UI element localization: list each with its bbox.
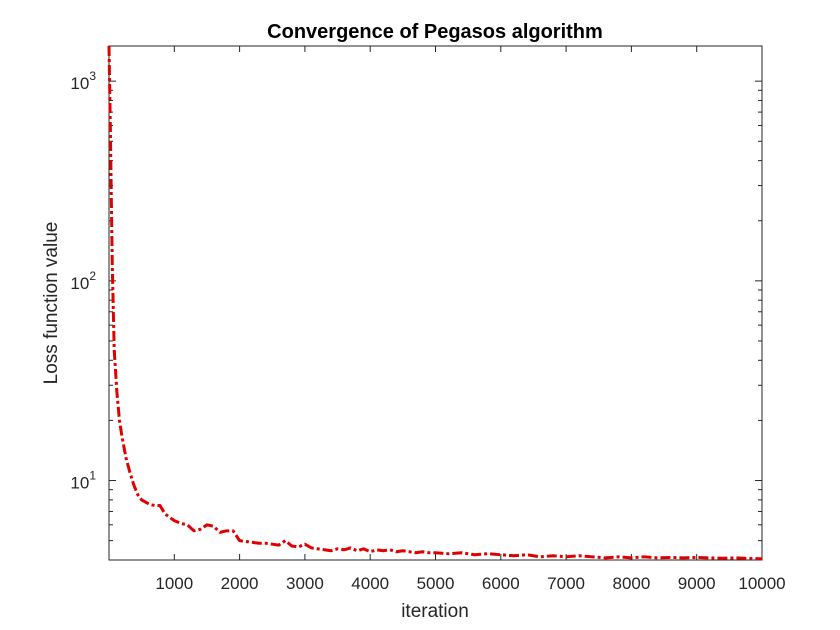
x-tick-label: 3000 [286,574,324,593]
y-tick-label: 102 [70,269,96,293]
y-tick-label: 101 [70,469,96,493]
x-tick-label: 9000 [678,574,716,593]
x-tick-label: 10000 [738,574,785,593]
chart-title: Convergence of Pegasos algorithm [267,21,603,43]
x-tick-label: 5000 [417,574,455,593]
x-tick-label: 8000 [612,574,650,593]
x-tick-label: 7000 [547,574,585,593]
y-tick-label: 103 [70,69,96,93]
ticks: 1000 2000 3000 4000 5000 6000 7000 8000 9000 1000… [70,46,786,593]
x-axis-label: iteration [401,601,469,622]
series-layer [107,45,763,561]
x-tick-label: 1000 [155,574,193,593]
y-axis-label: Loss function value [41,222,62,385]
x-tick-label: 2000 [221,574,259,593]
x-tick-label: 4000 [351,574,389,593]
axes-box [108,45,763,561]
x-tick-label: 6000 [482,574,520,593]
plot-area [108,45,763,561]
loss-series-line [107,45,763,561]
